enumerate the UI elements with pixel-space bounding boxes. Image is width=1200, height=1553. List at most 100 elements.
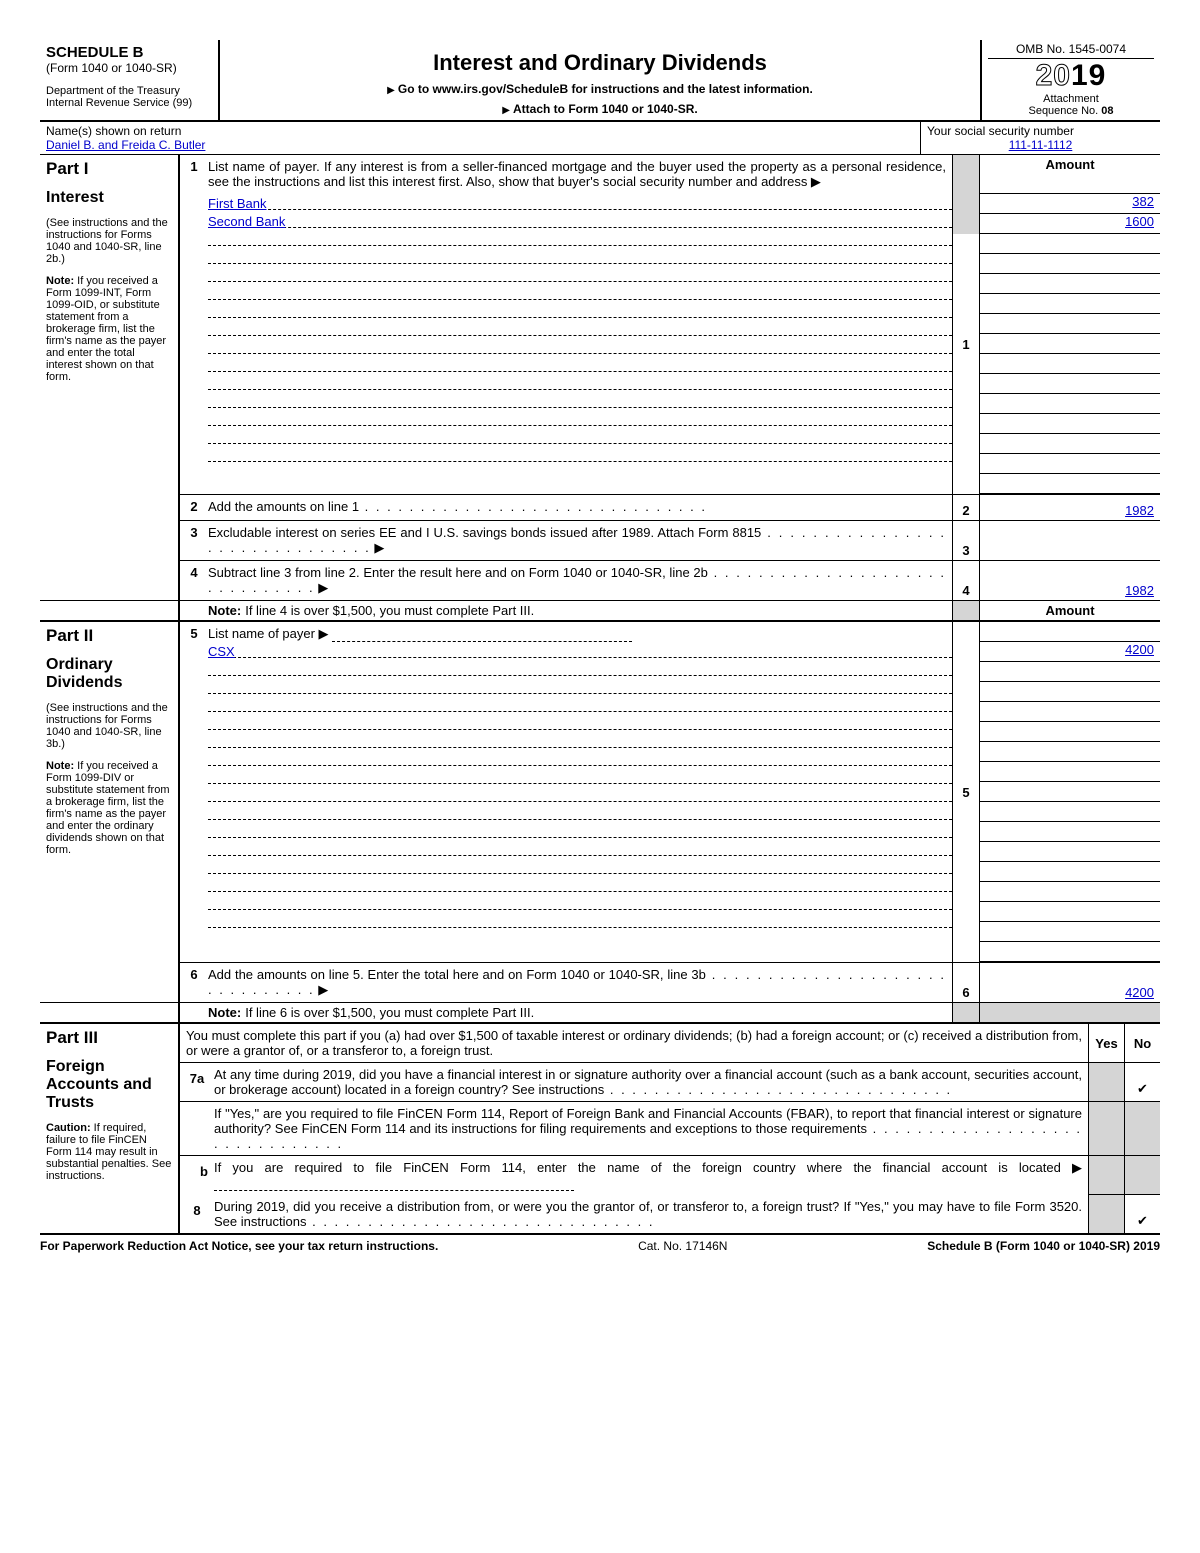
amount-header: Amount [980, 155, 1160, 194]
part2-amount-stack: 4200 [980, 622, 1160, 962]
payer-name[interactable]: Second Bank [208, 214, 285, 227]
q8-no[interactable]: ✔ [1124, 1195, 1160, 1233]
payer-row[interactable]: CSX [208, 644, 952, 658]
line2-amount[interactable]: 1982 [980, 495, 1160, 520]
payer-name[interactable]: CSX [208, 644, 235, 657]
amount-cell[interactable] [980, 722, 1160, 742]
yes-header: Yes [1088, 1024, 1124, 1062]
payer-row[interactable] [208, 340, 952, 354]
amount-cell[interactable] [980, 662, 1160, 682]
amount-cell[interactable] [980, 234, 1160, 254]
payer-row[interactable] [208, 430, 952, 444]
line4-amount[interactable]: 1982 [980, 561, 1160, 600]
amount-cell[interactable] [980, 942, 1160, 962]
payer-row[interactable]: Second Bank [208, 214, 952, 228]
payer-row[interactable] [208, 734, 952, 748]
amount-cell[interactable] [980, 882, 1160, 902]
amount-cell[interactable] [980, 742, 1160, 762]
payer-row[interactable] [208, 448, 952, 462]
amount-cell[interactable] [980, 682, 1160, 702]
amount-cell[interactable] [980, 802, 1160, 822]
amount-cell[interactable] [980, 274, 1160, 294]
payer-row[interactable] [208, 860, 952, 874]
ssn-value[interactable]: 111-11-1112 [927, 138, 1154, 152]
amount-cell[interactable] [980, 294, 1160, 314]
payer-row[interactable] [208, 304, 952, 318]
line3-num: 3 [180, 521, 208, 560]
payer-row[interactable] [208, 232, 952, 246]
amount-cell[interactable] [980, 762, 1160, 782]
payer-row[interactable] [208, 824, 952, 838]
payer-row[interactable] [208, 698, 952, 712]
amount-cell[interactable] [980, 474, 1160, 494]
amount-cell[interactable] [980, 394, 1160, 414]
q7b-content: b If you are required to file FinCEN For… [180, 1156, 1088, 1195]
amount-cell[interactable] [980, 334, 1160, 354]
part2-line6: 6 Add the amounts on line 5. Enter the t… [180, 962, 1160, 1003]
q7a2-no[interactable] [1124, 1102, 1160, 1155]
part2-side-note: Note: If you received a Form 1099-DIV or… [46, 760, 172, 856]
payer-row[interactable] [208, 412, 952, 426]
taxpayer-name[interactable]: Daniel B. and Freida C. Butler [46, 138, 914, 152]
amount-cell[interactable] [980, 782, 1160, 802]
payer-row[interactable] [208, 716, 952, 730]
part1-payer-rows: First Bank Second Bank [208, 194, 952, 494]
part1-line2: 2 Add the amounts on line 1 2 1982 [180, 494, 1160, 520]
payer-row[interactable] [208, 322, 952, 336]
line3-amount[interactable] [980, 521, 1160, 560]
q8-text: During 2019, did you receive a distribut… [214, 1199, 1082, 1229]
q7a-text: At any time during 2019, did you have a … [214, 1067, 1082, 1097]
header-center: Interest and Ordinary Dividends Go to ww… [220, 40, 980, 120]
amount-cell[interactable] [980, 822, 1160, 842]
q7a-no[interactable]: ✔ [1124, 1063, 1160, 1101]
part1-subtitle: Interest [46, 189, 172, 207]
amount-cell[interactable] [980, 922, 1160, 942]
payer-row[interactable] [208, 752, 952, 766]
part2-payer-rows: List name of payer ▶ CSX [208, 622, 952, 962]
amount-cell[interactable] [980, 254, 1160, 274]
payer-name[interactable]: First Bank [208, 196, 267, 209]
payer-row[interactable] [208, 268, 952, 282]
payer-row[interactable] [208, 358, 952, 372]
amount-cell[interactable] [980, 354, 1160, 374]
part2-note-row: Note:If line 6 is over $1,500, you must … [40, 1003, 1160, 1024]
part2-body: 5 List name of payer ▶ CSX 5 4200 6 Add … [180, 622, 1160, 1003]
amount-cell[interactable]: 4200 [980, 642, 1160, 662]
payer-row[interactable] [208, 394, 952, 408]
payer-row[interactable] [208, 914, 952, 928]
payer-row[interactable] [208, 806, 952, 820]
part1-amount-stack: 3821600 [980, 194, 1160, 494]
amount-cell[interactable] [980, 862, 1160, 882]
part3-q7a2: If "Yes," are you required to file FinCE… [180, 1102, 1160, 1156]
part1-line4: 4 Subtract line 3 from line 2. Enter the… [180, 560, 1160, 601]
payer-row[interactable] [208, 878, 952, 892]
amount-cell[interactable]: 382 [980, 194, 1160, 214]
q7a-yes[interactable] [1088, 1063, 1124, 1101]
payer-row[interactable] [208, 788, 952, 802]
payer-row[interactable] [208, 770, 952, 784]
payer-row[interactable] [208, 842, 952, 856]
amount-cell[interactable] [980, 702, 1160, 722]
payer-row[interactable] [208, 286, 952, 300]
amount-cell[interactable] [980, 842, 1160, 862]
amount-cell[interactable] [980, 902, 1160, 922]
amount-cell[interactable] [980, 434, 1160, 454]
amount-cell[interactable] [980, 374, 1160, 394]
part3-intro: You must complete this part if you (a) h… [180, 1024, 1088, 1062]
q8-yes[interactable] [1088, 1195, 1124, 1233]
payer-row[interactable] [208, 376, 952, 390]
payer-row[interactable] [208, 250, 952, 264]
payer-row[interactable] [208, 680, 952, 694]
q7a2-yes[interactable] [1088, 1102, 1124, 1155]
line1-num: 1 [180, 155, 208, 194]
amount-cell[interactable] [980, 314, 1160, 334]
part1-side-text: (See instructions and the instructions f… [46, 217, 172, 265]
amount-cell[interactable]: 1600 [980, 214, 1160, 234]
amount-cell[interactable] [980, 414, 1160, 434]
payer-row[interactable]: First Bank [208, 196, 952, 210]
payer-row[interactable] [208, 896, 952, 910]
attach-instruction: Attach to Form 1040 or 1040-SR. [230, 102, 970, 116]
payer-row[interactable] [208, 662, 952, 676]
amount-cell[interactable] [980, 454, 1160, 474]
line6-amount[interactable]: 4200 [980, 963, 1160, 1002]
